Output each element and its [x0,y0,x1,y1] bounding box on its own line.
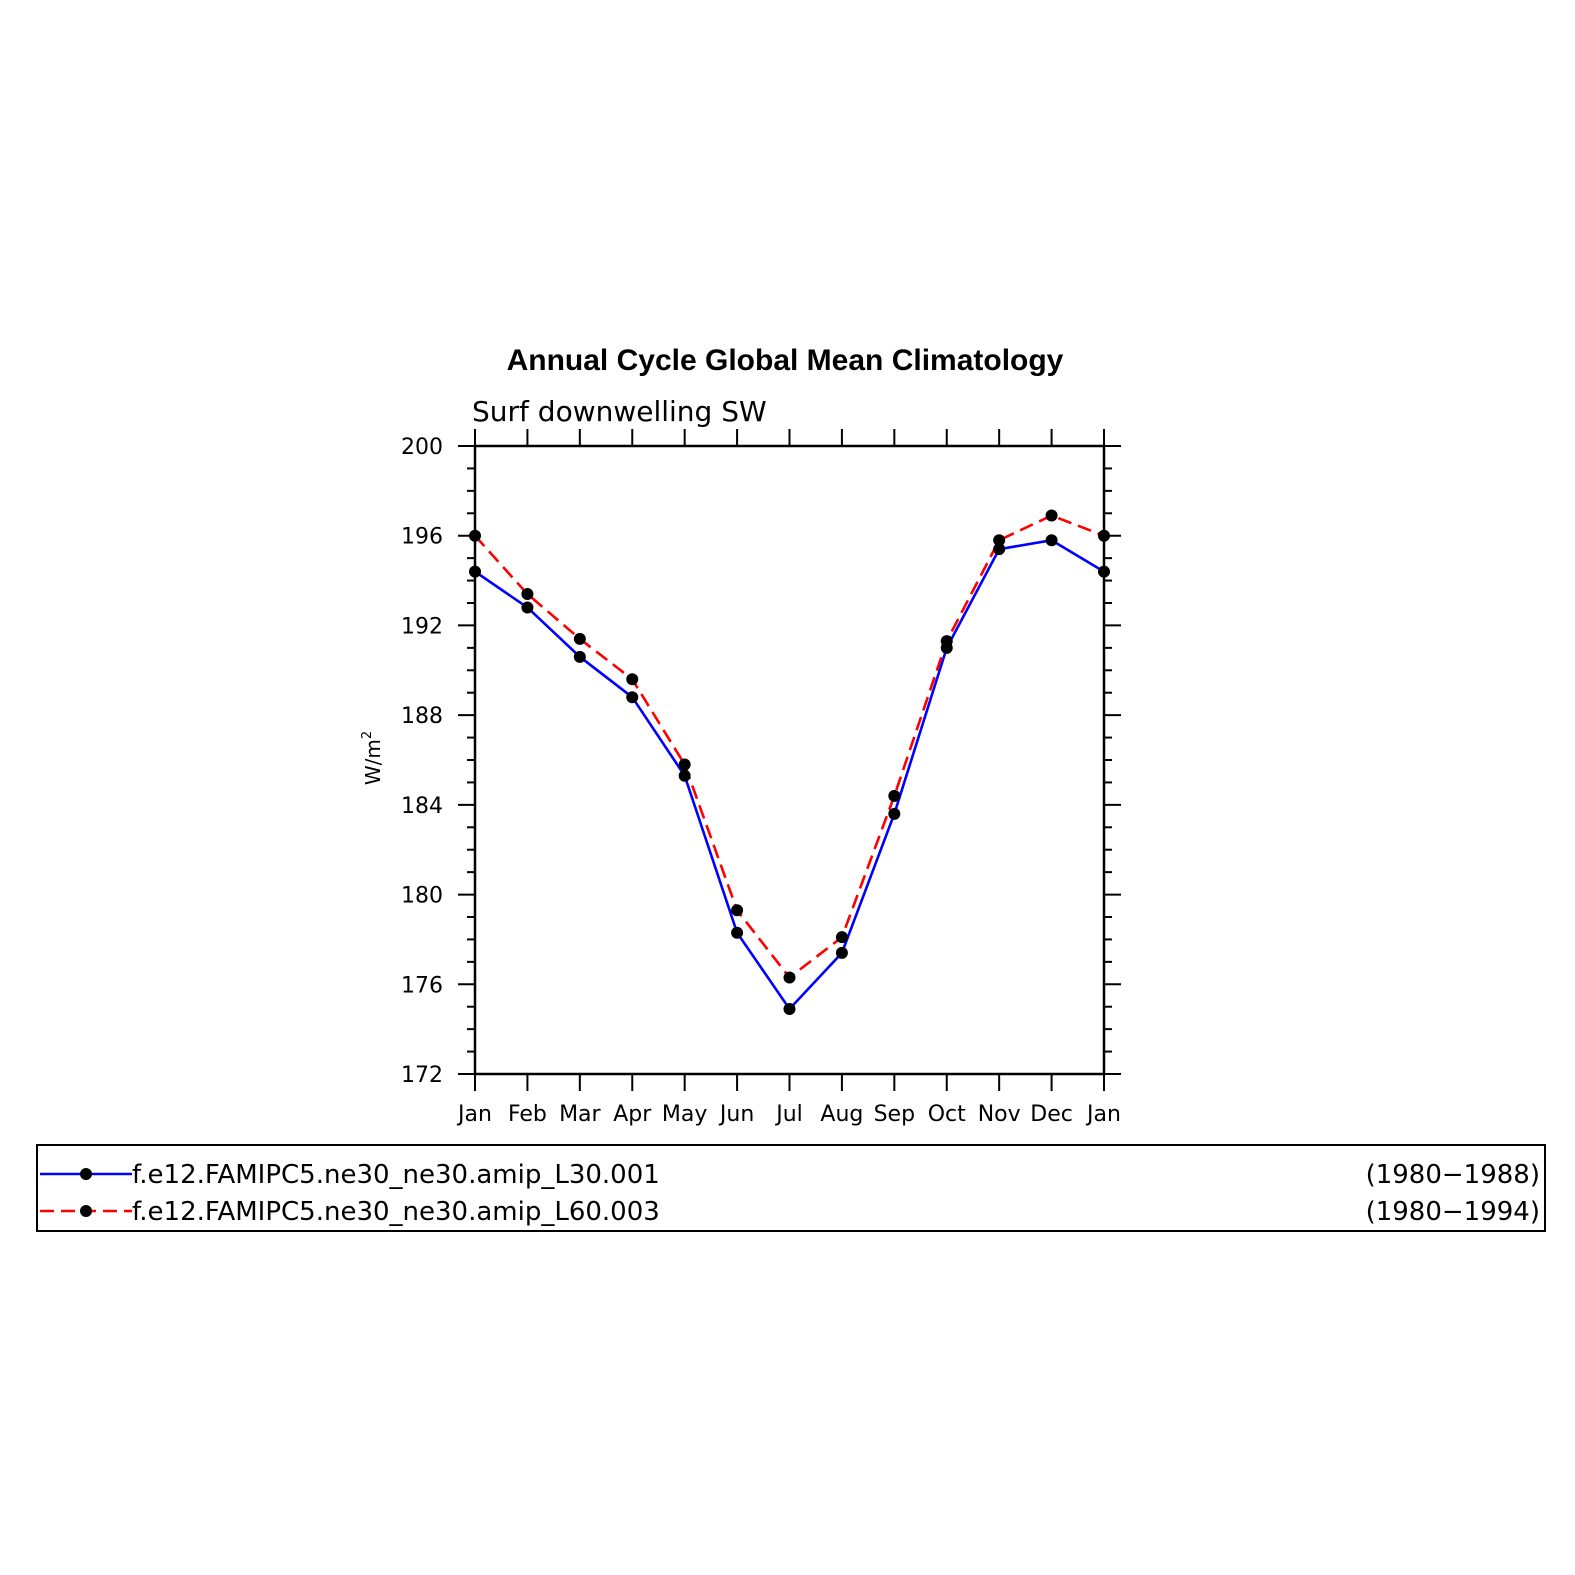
legend-label-1: f.e12.FAMIPC5.ne30_ne30.amip_L30.001 [132,1160,660,1190]
x-tick-label: Feb [508,1102,547,1127]
x-tick-label: Apr [613,1102,652,1127]
series-point-1 [573,650,586,663]
x-tick-label: Oct [928,1102,966,1127]
y-tick-label: 180 [401,884,443,909]
series-point-1 [678,769,691,782]
series-point-2 [783,971,796,984]
axis-ticks [458,429,1121,1091]
series-line-1 [474,538,1105,1012]
x-tick-label: Sep [874,1102,915,1127]
chart-subtitle: Surf downwelling SW [472,395,767,428]
axis-tick-labels: 172 176 180 184 188 192 196 200 Jan Feb Mar Apr May J… [401,435,1121,1127]
series-point-2 [731,904,744,917]
legend-label-2: f.e12.FAMIPC5.ne30_ne30.amip_L60.003 [132,1197,660,1227]
y-tick-label: 196 [401,525,443,550]
legend-marker-2 [80,1205,92,1217]
legend-period-2: (1980−1994) [1366,1197,1540,1227]
x-tick-label: Nov [978,1102,1021,1127]
y-tick-label: 172 [401,1063,443,1088]
y-tick-label: 184 [401,794,443,819]
series-point-1 [731,926,744,939]
y-tick-label: 192 [401,614,443,639]
series-lines [474,514,1105,1012]
x-tick-label: Jun [718,1102,754,1127]
x-tick-label: Jul [774,1102,803,1127]
plot-frame [473,444,1106,1076]
x-tick-label: Dec [1030,1102,1073,1127]
series-point-1 [1045,534,1058,547]
series-point-1 [888,807,901,820]
series-point-2 [993,534,1006,547]
series-point-2 [1045,509,1058,522]
y-tick-label: 188 [401,704,443,729]
series-point-2 [940,635,953,648]
series-point-1 [521,601,534,614]
legend-period-1: (1980−1988) [1366,1160,1540,1190]
legend-box [36,1144,1546,1232]
y-axis-title-superscript: 2 [360,731,375,739]
chart-title: Annual Cycle Global Mean Climatology [507,344,1064,377]
series-point-1 [993,543,1006,556]
x-tick-label: Mar [559,1102,601,1127]
series-point-2 [835,931,848,944]
series-markers [469,509,1110,1015]
x-tick-label: May [662,1102,707,1127]
x-tick-label: Aug [820,1102,863,1127]
series-point-1 [783,1002,796,1015]
x-tick-label: Jan [456,1102,492,1127]
series-point-2 [626,673,639,686]
series-point-2 [678,758,691,771]
y-axis-title: W/m2 [360,731,385,785]
y-tick-label: 200 [401,435,443,460]
series-point-1 [835,946,848,959]
legend-marker-1 [80,1168,92,1180]
legend: f.e12.FAMIPC5.ne30_ne30.amip_L30.001 (198… [36,1144,1546,1232]
x-tick-label: Jan [1085,1102,1121,1127]
series-line-2 [474,514,1105,980]
series-point-2 [573,632,586,645]
series-point-2 [888,789,901,802]
y-axis-title-text: W/m [361,739,385,785]
series-point-2 [521,588,534,601]
series-point-1 [626,691,639,704]
y-tick-label: 176 [401,973,443,998]
svg-text:W/m2: W/m2 [360,731,385,785]
